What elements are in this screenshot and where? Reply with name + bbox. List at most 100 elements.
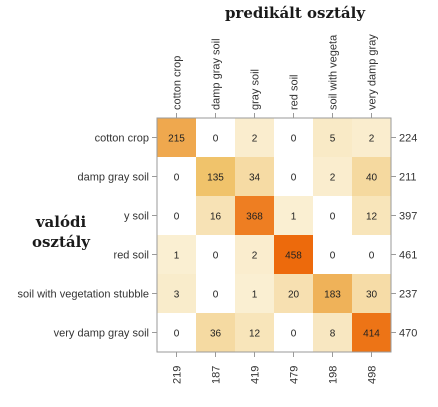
matrix-cell (274, 157, 313, 196)
column-total-label: 187 (211, 366, 223, 384)
row-axis-title-line1: valódi (35, 213, 87, 231)
cell-value-label: 215 (168, 134, 185, 145)
row-axis-title: valódi osztály (26, 212, 96, 252)
matrix-cell (196, 118, 235, 157)
y-tick-label: very damp gray soil (54, 328, 149, 340)
y-tick-label: y soil (124, 211, 149, 223)
column-total-label: 419 (250, 366, 262, 384)
cell-value-label: 458 (285, 251, 302, 262)
x-tick-label: red soil (289, 75, 301, 110)
matrix-cell (235, 118, 274, 157)
matrix-cell (352, 313, 391, 352)
matrix-cell (352, 157, 391, 196)
cell-value-label: 5 (330, 134, 336, 145)
cell-value-label: 2 (330, 173, 336, 184)
cell-value-label: 0 (213, 251, 219, 262)
y-tick-label: red soil (114, 250, 149, 262)
x-tick-label: soil with vegeta (328, 34, 340, 110)
matrix-cell (274, 274, 313, 313)
matrix-cell (157, 196, 196, 235)
matrix-frame (156, 117, 392, 353)
matrix-cell (196, 313, 235, 352)
column-total-label: 219 (172, 366, 184, 384)
matrix-cell (313, 274, 352, 313)
y-tick-label: cotton crop (95, 133, 149, 145)
cell-value-label: 12 (366, 212, 378, 223)
cell-value-label: 0 (291, 134, 297, 145)
cell-value-label: 0 (330, 251, 336, 262)
matrix-cell (196, 157, 235, 196)
matrix-cell (157, 157, 196, 196)
cell-value-label: 0 (174, 173, 180, 184)
matrix-cell (157, 313, 196, 352)
cell-value-label: 40 (366, 173, 378, 184)
cell-value-label: 0 (174, 212, 180, 223)
column-total-label: 479 (289, 366, 301, 384)
matrix-cell (313, 235, 352, 274)
x-tick-label: gray soil (250, 69, 262, 110)
cell-value-label: 16 (210, 212, 222, 223)
row-total-label: 237 (399, 289, 417, 301)
matrix-cell (235, 196, 274, 235)
matrix-cell (313, 313, 352, 352)
matrix-cell (313, 118, 352, 157)
cell-value-label: 12 (249, 329, 261, 340)
matrix-cell (235, 313, 274, 352)
cell-value-label: 0 (330, 212, 336, 223)
cell-value-label: 3 (174, 290, 180, 301)
matrix-cell (196, 274, 235, 313)
matrix-cell (157, 274, 196, 313)
x-tick-label: cotton crop (172, 56, 184, 110)
matrix-cell (352, 235, 391, 274)
row-axis-title-line2: osztály (31, 233, 91, 251)
cell-value-label: 0 (369, 251, 375, 262)
matrix-cell (157, 235, 196, 274)
matrix-cell (196, 196, 235, 235)
matrix-cell (352, 196, 391, 235)
cell-value-label: 20 (288, 290, 300, 301)
cell-value-label: 36 (210, 329, 222, 340)
y-tick-label: damp gray soil (77, 172, 149, 184)
cell-value-label: 0 (291, 329, 297, 340)
cell-value-label: 0 (291, 173, 297, 184)
cell-value-label: 2 (252, 251, 258, 262)
row-total-label: 211 (399, 172, 417, 184)
matrix-cell (352, 118, 391, 157)
row-total-label: 461 (399, 250, 417, 262)
row-total-label: 224 (399, 133, 417, 145)
row-total-label: 470 (399, 328, 417, 340)
matrix-cell (157, 118, 196, 157)
x-tick-label: very damp gray (367, 34, 379, 110)
cell-value-label: 34 (249, 173, 261, 184)
cell-value-label: 2 (369, 134, 375, 145)
cell-value-label: 1 (291, 212, 297, 223)
matrix-cell (235, 235, 274, 274)
cell-value-label: 0 (213, 134, 219, 145)
column-total-label: 198 (328, 366, 340, 384)
matrix-cell (235, 157, 274, 196)
matrix-cell (352, 274, 391, 313)
matrix-cell (313, 157, 352, 196)
column-total-label: 498 (367, 366, 379, 384)
cell-value-label: 183 (324, 290, 341, 301)
matrix-cell (196, 235, 235, 274)
matrix-cell (274, 235, 313, 274)
cell-value-label: 8 (330, 329, 336, 340)
matrix-cell (274, 313, 313, 352)
cell-value-label: 30 (366, 290, 378, 301)
matrix-cell (235, 274, 274, 313)
y-tick-label: soil with vegetation stubble (18, 289, 149, 301)
column-axis-title: predikált osztály (224, 4, 366, 22)
matrix-cell (274, 118, 313, 157)
matrix-cell (274, 196, 313, 235)
cell-value-label: 414 (363, 329, 380, 340)
cell-value-label: 1 (252, 290, 258, 301)
cell-value-label: 135 (207, 173, 224, 184)
cell-value-label: 1 (174, 251, 180, 262)
cell-value-label: 0 (213, 290, 219, 301)
cell-value-label: 368 (246, 212, 263, 223)
row-total-label: 397 (399, 211, 417, 223)
cell-value-label: 0 (174, 329, 180, 340)
x-tick-label: damp gray soil (211, 38, 223, 110)
